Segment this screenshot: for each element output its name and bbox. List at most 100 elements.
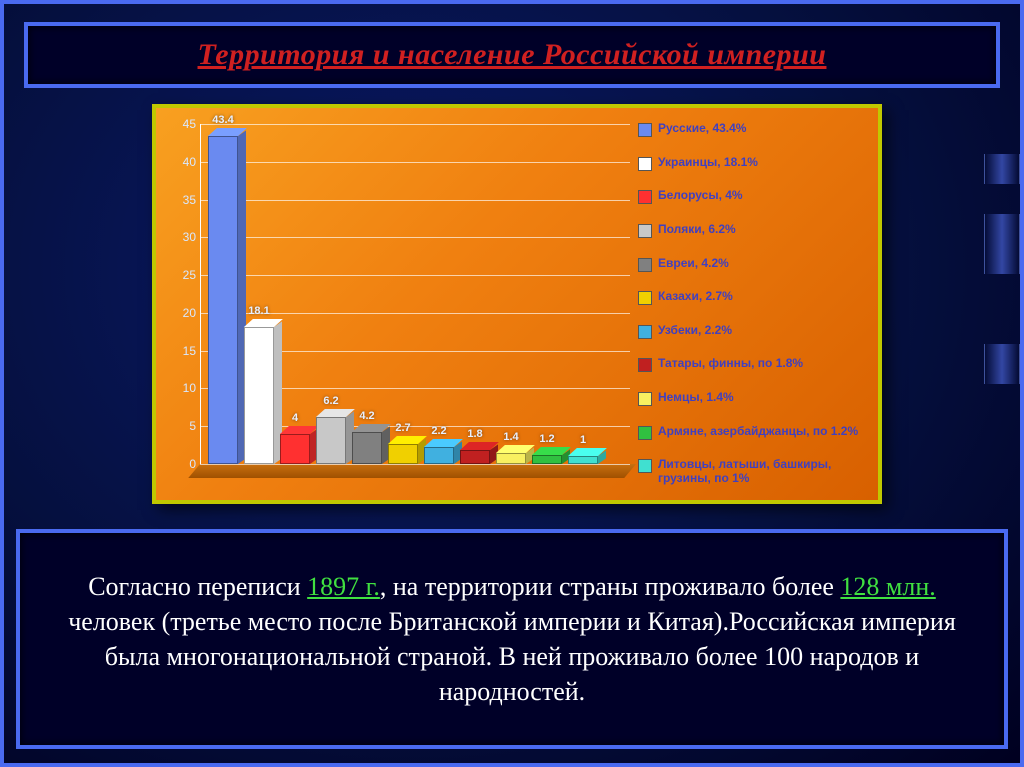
- chart-inner: 05101520253035404543.418.146.24.22.72.21…: [156, 108, 878, 500]
- y-axis: [200, 124, 201, 464]
- bar: 18.1: [244, 327, 274, 464]
- legend-item: Немцы, 1.4%: [638, 391, 870, 406]
- bar: 2.7: [388, 444, 418, 464]
- bar: 43.4: [208, 136, 238, 464]
- caption-span: человек (третье место после Британской и…: [68, 607, 956, 706]
- bar-value-label: 2.2: [431, 425, 446, 437]
- legend-label: Евреи, 4.2%: [658, 257, 729, 271]
- bar-value-label: 1: [580, 434, 586, 446]
- bar: 1.2: [532, 455, 562, 464]
- legend-swatch: [638, 325, 652, 339]
- legend-item: Узбеки, 2.2%: [638, 324, 870, 339]
- caption-highlight: 1897 г.: [307, 572, 380, 601]
- bar-value-label: 1.8: [467, 428, 482, 440]
- bar: 1.4: [496, 453, 526, 464]
- bar-value-label: 4: [292, 412, 298, 424]
- gridline: [200, 275, 630, 276]
- bar: 1.8: [460, 450, 490, 464]
- y-tick-label: 15: [168, 344, 196, 358]
- y-tick-label: 0: [168, 457, 196, 471]
- legend-swatch: [638, 358, 652, 372]
- gridline: [200, 237, 630, 238]
- bar-front: [280, 434, 310, 464]
- decoration-bar: [984, 154, 1020, 184]
- y-tick-label: 35: [168, 193, 196, 207]
- bar-front: [424, 447, 454, 464]
- legend-label: Русские, 43.4%: [658, 122, 746, 136]
- legend-item: Русские, 43.4%: [638, 122, 870, 137]
- caption-span: Согласно переписи: [88, 572, 307, 601]
- legend-swatch: [638, 224, 652, 238]
- decoration-bar: [984, 214, 1020, 274]
- decoration-bar: [984, 344, 1020, 384]
- gridline: [200, 162, 630, 163]
- y-tick-label: 25: [168, 268, 196, 282]
- legend-swatch: [638, 392, 652, 406]
- legend-label: Поляки, 6.2%: [658, 223, 736, 237]
- bar-front: [352, 432, 382, 464]
- legend-item: Украинцы, 18.1%: [638, 156, 870, 171]
- title-box: Территория и население Российской импери…: [24, 22, 1000, 88]
- bar: 2.2: [424, 447, 454, 464]
- slide-title: Территория и население Российской импери…: [198, 38, 827, 72]
- y-tick-label: 30: [168, 230, 196, 244]
- bar: 4: [280, 434, 310, 464]
- bar-front: [208, 136, 238, 464]
- gridline: [200, 200, 630, 201]
- legend-label: Армяне, азербайджанцы, по 1.2%: [658, 425, 858, 439]
- legend-item: Казахи, 2.7%: [638, 290, 870, 305]
- chart-card: 05101520253035404543.418.146.24.22.72.21…: [152, 104, 882, 504]
- legend-swatch: [638, 190, 652, 204]
- bar-front: [496, 453, 526, 464]
- legend-label: Немцы, 1.4%: [658, 391, 734, 405]
- slide: Территория и население Российской импери…: [0, 0, 1024, 767]
- legend-item: Евреи, 4.2%: [638, 257, 870, 272]
- bar-front: [316, 417, 346, 464]
- legend-label: Татары, финны, по 1.8%: [658, 357, 803, 371]
- caption-highlight: 128 млн.: [840, 572, 935, 601]
- legend-swatch: [638, 291, 652, 305]
- legend-label: Казахи, 2.7%: [658, 290, 733, 304]
- legend-swatch: [638, 157, 652, 171]
- bar-front: [568, 456, 598, 464]
- caption-span: , на территории страны проживало более: [380, 572, 841, 601]
- legend-label: Литовцы, латыши, башкиры, грузины, по 1%: [658, 458, 870, 486]
- bar-value-label: 18.1: [248, 305, 269, 317]
- y-tick-label: 5: [168, 419, 196, 433]
- bar-chart-plot: 05101520253035404543.418.146.24.22.72.21…: [200, 124, 630, 464]
- bar-front: [532, 455, 562, 464]
- legend-item: Белорусы, 4%: [638, 189, 870, 204]
- legend-swatch: [638, 459, 652, 473]
- chart-legend: Русские, 43.4% Украинцы, 18.1% Белорусы, 4…: [638, 118, 870, 490]
- caption-text: Согласно переписи 1897 г., на территории…: [50, 569, 974, 709]
- legend-label: Узбеки, 2.2%: [658, 324, 732, 338]
- legend-item: Поляки, 6.2%: [638, 223, 870, 238]
- bar: 1: [568, 456, 598, 464]
- bar-front: [460, 450, 490, 464]
- legend-item: Армяне, азербайджанцы, по 1.2%: [638, 425, 870, 440]
- legend-label: Украинцы, 18.1%: [658, 156, 758, 170]
- legend-item: Литовцы, латыши, башкиры, грузины, по 1%: [638, 458, 870, 486]
- bar-value-label: 4.2: [359, 410, 374, 422]
- bar-value-label: 1.4: [503, 431, 518, 443]
- gridline: [200, 464, 630, 465]
- legend-swatch: [638, 123, 652, 137]
- bar-value-label: 6.2: [323, 395, 338, 407]
- bar-front: [244, 327, 274, 464]
- legend-item: Татары, финны, по 1.8%: [638, 357, 870, 372]
- legend-swatch: [638, 258, 652, 272]
- bar: 6.2: [316, 417, 346, 464]
- legend-swatch: [638, 426, 652, 440]
- bar-value-label: 43.4: [212, 114, 233, 126]
- bar-value-label: 1.2: [539, 433, 554, 445]
- bar: 4.2: [352, 432, 382, 464]
- y-tick-label: 20: [168, 306, 196, 320]
- legend-label: Белорусы, 4%: [658, 189, 743, 203]
- chart-floor: [188, 464, 636, 478]
- caption-box: Согласно переписи 1897 г., на территории…: [16, 529, 1008, 749]
- y-tick-label: 10: [168, 381, 196, 395]
- bar-front: [388, 444, 418, 464]
- gridline: [200, 124, 630, 125]
- bar-value-label: 2.7: [395, 422, 410, 434]
- y-tick-label: 45: [168, 117, 196, 131]
